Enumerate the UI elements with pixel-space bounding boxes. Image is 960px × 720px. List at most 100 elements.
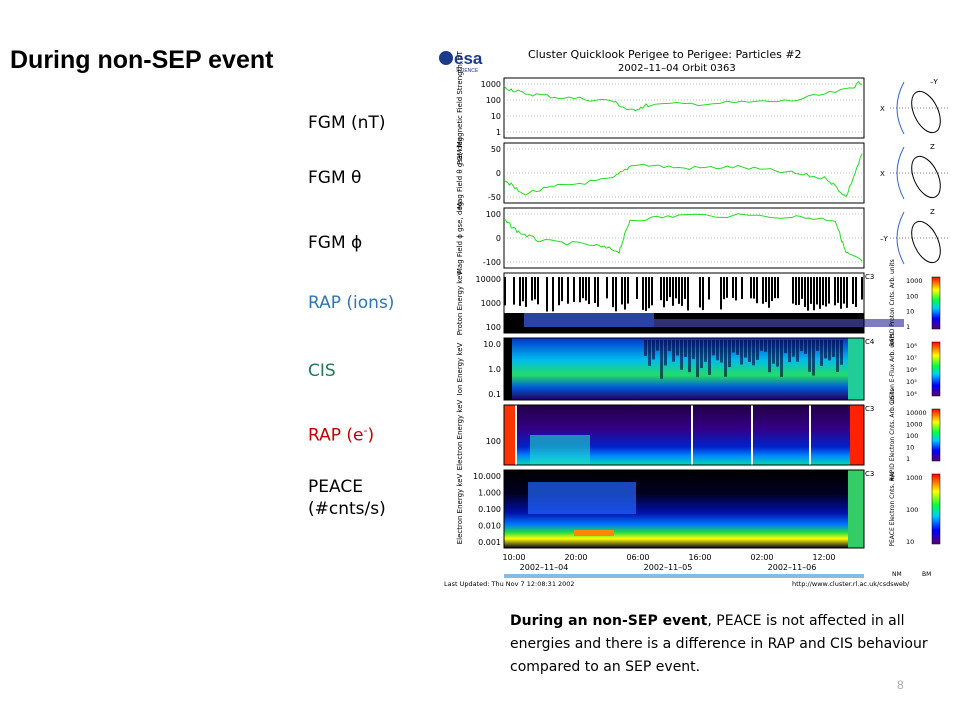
orbit-axis-label: –Y — [880, 235, 889, 243]
spectrogram-stripe — [645, 277, 647, 311]
spectrogram-stripe — [702, 277, 704, 311]
cis-gap — [716, 340, 719, 361]
caption: During an non-SEP event, PEACE is not af… — [510, 610, 940, 679]
x-tick-label: 10:00 — [502, 553, 525, 562]
cis-gap — [788, 340, 791, 363]
orbit-axis-label: Z — [930, 143, 935, 151]
y-axis-label: Electron Energy keV — [456, 474, 464, 545]
spectrogram-stripe — [726, 277, 728, 298]
spectrogram-stripe — [720, 277, 722, 310]
orbit-ellipse — [911, 155, 941, 199]
colorbar-label: RAPID Proton Cnts. Arb. units — [889, 259, 896, 346]
orbit-axis-label: X — [880, 170, 885, 178]
orbit-diagram-1: –Y X — [880, 78, 950, 135]
y-tick-label: 1000 — [481, 80, 501, 89]
cis-gap — [748, 340, 751, 363]
spectrogram-stripe — [777, 277, 779, 299]
y-tick-label: 0.100 — [478, 505, 501, 514]
cis-gap — [644, 340, 647, 357]
spectrogram-stripe — [567, 277, 569, 304]
spectrogram-stripe — [810, 277, 812, 304]
cis-gap — [688, 340, 691, 373]
label-peace: PEACE (#cnts/s) — [308, 476, 386, 520]
footer-url: http://www.cluster.rl.ac.uk/csdsweb/ — [792, 580, 910, 588]
status-bar — [504, 574, 864, 578]
spectrogram-stripe — [552, 277, 554, 312]
cis-gap — [784, 340, 787, 354]
spectrogram-stripe — [606, 277, 608, 299]
spectrogram-stripe — [615, 277, 617, 312]
spacecraft-label: C3 — [865, 273, 874, 281]
cis-gap — [676, 340, 679, 356]
esa-logo-sub: SCIENCE — [456, 68, 479, 74]
cis-gap — [648, 340, 651, 366]
y-tick-label: 0 — [496, 234, 501, 243]
colorbar-tick: 10⁷ — [906, 354, 917, 362]
y-tick-label: 10000 — [476, 275, 501, 284]
cis-gap — [836, 340, 839, 372]
spectrogram-stripe — [534, 277, 536, 300]
cis-gap — [752, 340, 755, 366]
cis-gap — [704, 340, 707, 362]
status-legend-bm: BM — [922, 571, 931, 578]
y-tick-label: 100 — [486, 210, 501, 219]
colorbar-tick: 10 — [906, 444, 914, 452]
spectrogram-stripe — [651, 277, 653, 306]
spectrogram-stripe — [558, 277, 560, 306]
caption-text: , PEACE is not affected in all energies … — [510, 613, 928, 675]
x-date-label: 2002–11–05 — [644, 563, 693, 572]
spectrogram-stripe — [669, 277, 671, 298]
spectrogram-stripe — [861, 277, 863, 300]
cis-gap — [760, 340, 763, 351]
spectrogram-stripe — [834, 277, 836, 306]
y-tick-label: 100 — [486, 437, 501, 446]
label-peace-line2: (#cnts/s) — [308, 499, 386, 519]
spectrogram-stripe — [819, 277, 821, 309]
cis-edge-left — [504, 338, 512, 400]
spectrogram-stripe — [795, 277, 797, 306]
spacecraft-label: C3 — [865, 470, 874, 478]
y-tick-label: 50 — [491, 145, 501, 154]
spectrogram-stripe — [531, 277, 533, 301]
cis-gap — [824, 340, 827, 359]
y-tick-label: 1000 — [481, 299, 501, 308]
cis-gap — [652, 340, 655, 360]
spectrogram-stripe — [735, 277, 737, 301]
y-axis-label: Proton Energy keV — [456, 271, 464, 336]
spectrogram-stripe — [642, 277, 644, 310]
spectrogram-stripe — [762, 277, 764, 304]
panel-4: 1000 100 10 1 RAPID Proton Cnts. Arb. units C… — [456, 259, 941, 347]
spectrogram-stripe — [741, 277, 743, 300]
y-tick-label: -50 — [488, 193, 501, 202]
spectrogram-stripe — [768, 277, 770, 308]
spectrogram-stripe — [852, 277, 854, 305]
spectrogram-stripe — [594, 277, 596, 304]
colorbar-tick: 10000 — [906, 409, 927, 417]
spectrogram-stripe — [624, 277, 626, 310]
cis-gap — [740, 340, 743, 365]
label-fgm-phi: FGM ϕ — [308, 233, 363, 253]
x-tick-label: 12:00 — [812, 553, 835, 562]
colorbar-4 — [931, 276, 941, 330]
cis-gap — [828, 340, 831, 361]
spectrogram-stripe — [846, 277, 848, 308]
spectrogram-stripe — [774, 277, 776, 299]
colorbar-label: CIS Ion E-Flux Arb. units — [889, 333, 896, 405]
spectrogram-stripe — [675, 277, 677, 299]
y-tick-label: 10.000 — [473, 472, 501, 481]
spectrogram-stripe — [585, 277, 587, 301]
spectrogram-stripe — [828, 277, 830, 304]
spectrogram-stripe — [573, 277, 575, 302]
spectrogram-stripe — [771, 277, 773, 302]
colorbar-tick: 100 — [906, 432, 918, 440]
spectrogram-stripe — [648, 277, 650, 309]
peace-hot-region — [528, 482, 636, 514]
orbit-diagram-3: Z –Y — [880, 208, 950, 265]
panel-frame — [503, 337, 865, 401]
x-tick-label: 16:00 — [688, 553, 711, 562]
cis-gap — [696, 340, 699, 378]
cis-gap — [840, 340, 843, 365]
figure-title: Cluster Quicklook Perigee to Perigee: Pa… — [528, 48, 802, 61]
fgm-trace-3 — [503, 213, 863, 262]
colorbar-label: PEACE Electron Cnts. #/s — [889, 471, 896, 546]
